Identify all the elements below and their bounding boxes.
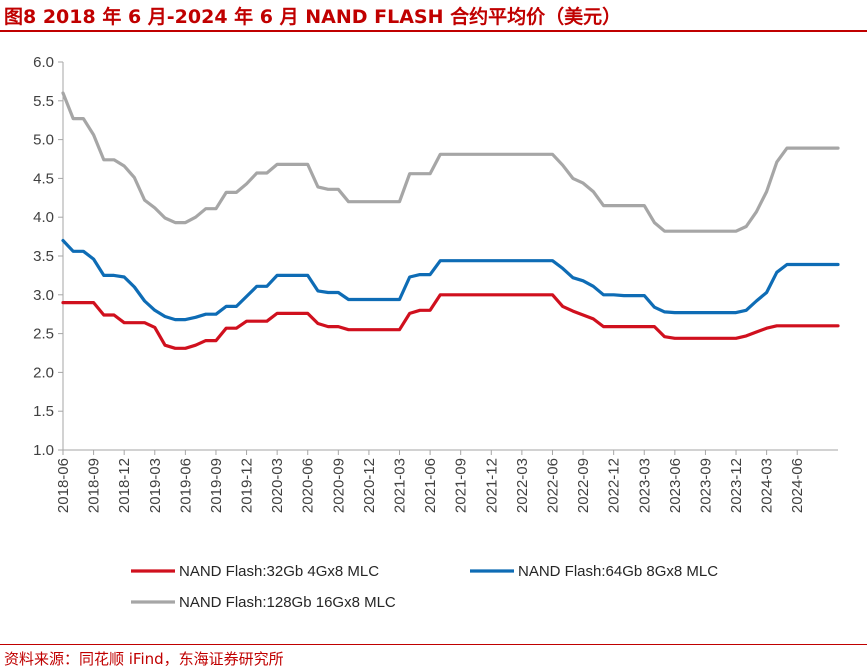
y-tick-label: 3.0 <box>33 287 54 304</box>
y-tick-label: 6.0 <box>33 54 54 71</box>
x-tick-label: 2018-09 <box>86 458 103 513</box>
x-tick-label: 2022-12 <box>606 458 623 513</box>
legend-label-1: NAND Flash:32Gb 4Gx8 MLC <box>179 563 379 580</box>
y-tick-label: 3.5 <box>33 248 54 265</box>
x-tick-label: 2020-03 <box>269 458 286 513</box>
x-tick-label: 2023-06 <box>667 458 684 513</box>
x-tick-label: 2019-06 <box>177 458 194 513</box>
figure-title: 图8 2018 年 6 月-2024 年 6 月 NAND FLASH 合约平均… <box>4 6 622 28</box>
x-tick-label: 2018-06 <box>55 458 72 513</box>
x-tick-label: 2019-03 <box>147 458 164 513</box>
x-tick-label: 2019-12 <box>239 458 256 513</box>
series-lines <box>61 91 840 350</box>
x-tick-label: 2023-03 <box>636 458 653 513</box>
x-tick-label: 2020-09 <box>330 458 347 513</box>
y-tick-label: 4.5 <box>33 170 54 187</box>
y-tick-label: 4.0 <box>33 209 54 226</box>
legend-label-2: NAND Flash:64Gb 8Gx8 MLC <box>518 563 718 580</box>
y-tick-label: 5.5 <box>33 93 54 110</box>
x-tick-label: 2021-03 <box>392 458 409 513</box>
x-tick-label: 2022-06 <box>544 458 561 513</box>
x-tick-label: 2024-03 <box>759 458 776 513</box>
x-tick-label: 2021-09 <box>453 458 470 513</box>
x-tick-label: 2020-06 <box>300 458 317 513</box>
x-tick-label: 2024-06 <box>789 458 806 513</box>
series-line-1 <box>61 293 840 350</box>
chart-axes <box>62 62 838 451</box>
x-tick-label: 2022-03 <box>514 458 531 513</box>
x-tick-label: 2021-06 <box>422 458 439 513</box>
title-divider <box>0 30 867 32</box>
legend-label-3: NAND Flash:128Gb 16Gx8 MLC <box>179 594 396 611</box>
x-tick-label: 2018-12 <box>116 458 133 513</box>
y-tick-label: 5.0 <box>33 132 54 149</box>
x-tick-label: 2021-12 <box>483 458 500 513</box>
x-tick-label: 2019-09 <box>208 458 225 513</box>
y-tick-label: 2.5 <box>33 326 54 343</box>
chart-legend: NAND Flash:32Gb 4Gx8 MLC NAND Flash:64Gb … <box>131 563 718 611</box>
y-tick-label: 1.5 <box>33 403 54 420</box>
x-tick-labels: 2018-06 2018-09 2018-12 2019-03 2019-06 2019-… <box>55 450 806 513</box>
x-tick-label: 2023-09 <box>697 458 714 513</box>
y-tick-labels: 1.0 1.5 2.0 2.5 3.0 3.5 4.0 4.5 5.0 5.5 6.0 <box>33 54 63 459</box>
source-divider <box>0 644 867 645</box>
x-tick-label: 2020-12 <box>361 458 378 513</box>
y-tick-label: 1.0 <box>33 442 54 459</box>
y-tick-label: 2.0 <box>33 364 54 381</box>
x-tick-label: 2023-12 <box>728 458 745 513</box>
series-line-2 <box>61 238 840 322</box>
nand-flash-price-chart: 1.0 1.5 2.0 2.5 3.0 3.5 4.0 4.5 5.0 5.5 6.0 2018-0… <box>33 54 840 611</box>
series-line-3 <box>61 91 840 233</box>
source-note: 资料来源：同花顺 iFind，东海证券研究所 <box>4 650 284 668</box>
x-tick-label: 2022-09 <box>575 458 592 513</box>
